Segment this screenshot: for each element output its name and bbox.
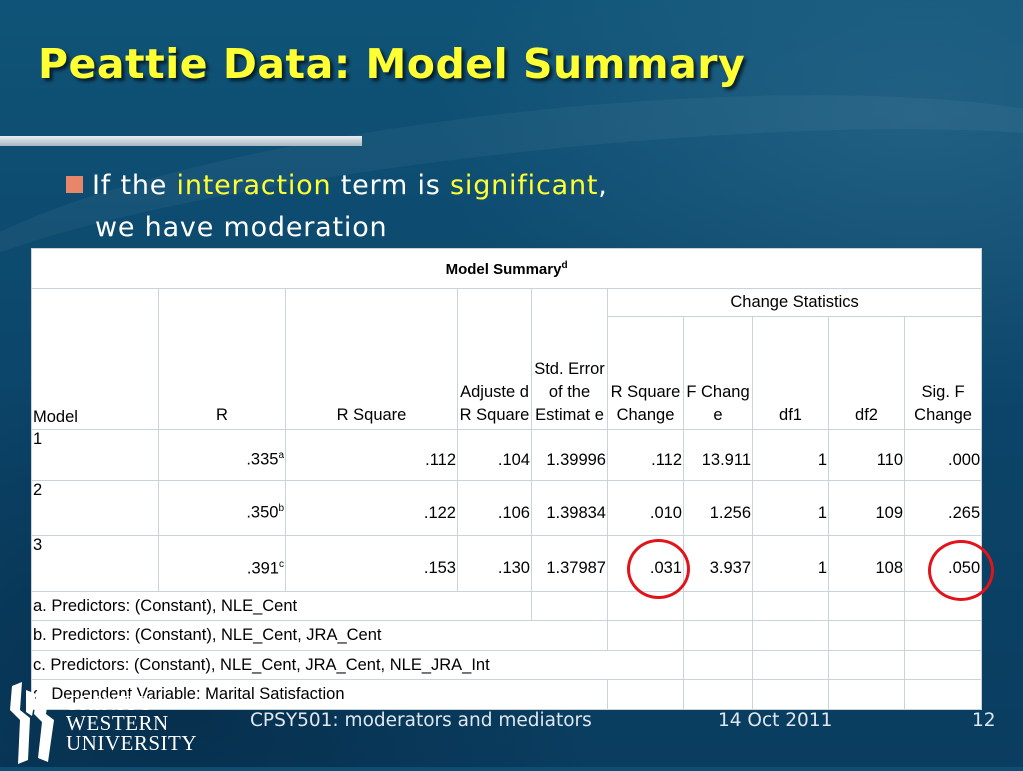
header-r: R — [158, 288, 286, 430]
footnote-d: d. Dependent Variable: Marital Satisfact… — [31, 679, 608, 710]
cell-df1: 1 — [752, 429, 829, 481]
logo-emblem-icon — [10, 682, 54, 764]
highlight-circle-r-square-change — [627, 539, 690, 599]
table-row: 3 .391c .153 .130 1.37987 .031 3.937 1 1… — [31, 535, 983, 592]
table-footnote: a. Predictors: (Constant), NLE_Cent — [31, 591, 983, 621]
cell-std-error: 1.37987 — [531, 535, 608, 592]
cell-adj-r-square: .104 — [457, 429, 532, 481]
bullet-highlight-interaction: interaction — [176, 170, 332, 201]
footnote-c: c. Predictors: (Constant), NLE_Cent, JRA… — [31, 650, 684, 680]
table-row: 1 .335a .112 .104 1.39996 .112 13.911 1 … — [31, 429, 983, 481]
cell-model: 2 — [31, 480, 159, 536]
header-change-statistics: Change Statistics — [606, 288, 983, 317]
header-sig-f-change: Sig. F Change — [903, 316, 983, 430]
header-r-square-change: R Square Change — [607, 316, 684, 430]
bullet-point: If the interaction term is significant, — [66, 170, 608, 201]
cell-r-square-change: .112 — [607, 429, 684, 481]
header-f-change: F Chang e — [683, 316, 753, 430]
logo-line-1: TRINITY — [66, 691, 154, 715]
cell-model: 3 — [31, 535, 159, 592]
footnote-b: b. Predictors: (Constant), NLE_Cent, JRA… — [31, 620, 608, 651]
title-underline — [0, 136, 362, 146]
table-title: Model Summaryd — [30, 248, 983, 289]
slide-title: Peattie Data: Model Summary — [38, 40, 746, 88]
header-df2: df2 — [828, 316, 905, 430]
table-footnote: c. Predictors: (Constant), NLE_Cent, JRA… — [31, 650, 983, 680]
university-logo: TRINITY WESTERN UNIVERSITY — [8, 680, 197, 767]
cell-df2: 110 — [828, 429, 905, 481]
cell-df2: 108 — [828, 535, 905, 592]
footer-course: CPSY501: moderators and mediators — [250, 710, 592, 731]
bullet-line-2: we have moderation — [95, 212, 388, 243]
header-std-error: Std. Error of the Estimat e — [531, 288, 608, 430]
header-model: Model — [31, 288, 159, 430]
cell-f-change: 1.256 — [683, 480, 753, 536]
bullet-square-icon — [66, 176, 83, 193]
cell-df2: 109 — [828, 480, 905, 536]
logo-line-3: UNIVERSITY — [66, 731, 197, 755]
cell-r: .335a — [158, 429, 286, 481]
header-df1: df1 — [752, 316, 829, 430]
model-summary-table: Model Summaryd Model R R Square Adjuste … — [30, 248, 983, 710]
header-adj-r-square: Adjuste d R Square — [457, 288, 532, 430]
cell-r-square: .122 — [285, 480, 458, 536]
cell-sig-f-change: .265 — [903, 480, 983, 536]
footer-page-number: 12 — [972, 710, 996, 731]
cell-df1: 1 — [752, 535, 829, 592]
cell-std-error: 1.39996 — [531, 429, 608, 481]
cell-df1: 1 — [752, 480, 829, 536]
bullet-highlight-significant: significant — [450, 170, 599, 201]
header-r-square: R Square — [285, 288, 458, 430]
cell-r: .350b — [158, 480, 286, 536]
cell-r-square: .112 — [285, 429, 458, 481]
bullet-suffix: , — [598, 170, 608, 201]
table-footnote: d. Dependent Variable: Marital Satisfact… — [31, 679, 983, 710]
cell-sig-f-change: .000 — [903, 429, 983, 481]
highlight-circle-sig-f-change — [928, 540, 994, 601]
table-footnote: b. Predictors: (Constant), NLE_Cent, JRA… — [31, 620, 983, 651]
bullet-prefix: If the — [92, 170, 177, 201]
cell-adj-r-square: .130 — [457, 535, 532, 592]
footer-date: 14 Oct 2011 — [718, 710, 833, 731]
logo-line-2: WESTERN — [66, 711, 169, 735]
table-row: 2 .350b .122 .106 1.39834 .010 1.256 1 1… — [31, 480, 983, 536]
bullet-middle: term is — [331, 170, 451, 201]
cell-f-change: 3.937 — [683, 535, 753, 592]
footnote-a: a. Predictors: (Constant), NLE_Cent — [31, 591, 532, 621]
cell-std-error: 1.39834 — [531, 480, 608, 536]
cell-r-square-change: .010 — [607, 480, 684, 536]
cell-model: 1 — [31, 429, 159, 481]
cell-f-change: 13.911 — [683, 429, 753, 481]
cell-r: .391c — [158, 535, 286, 592]
cell-r-square: .153 — [285, 535, 458, 592]
cell-adj-r-square: .106 — [457, 480, 532, 536]
